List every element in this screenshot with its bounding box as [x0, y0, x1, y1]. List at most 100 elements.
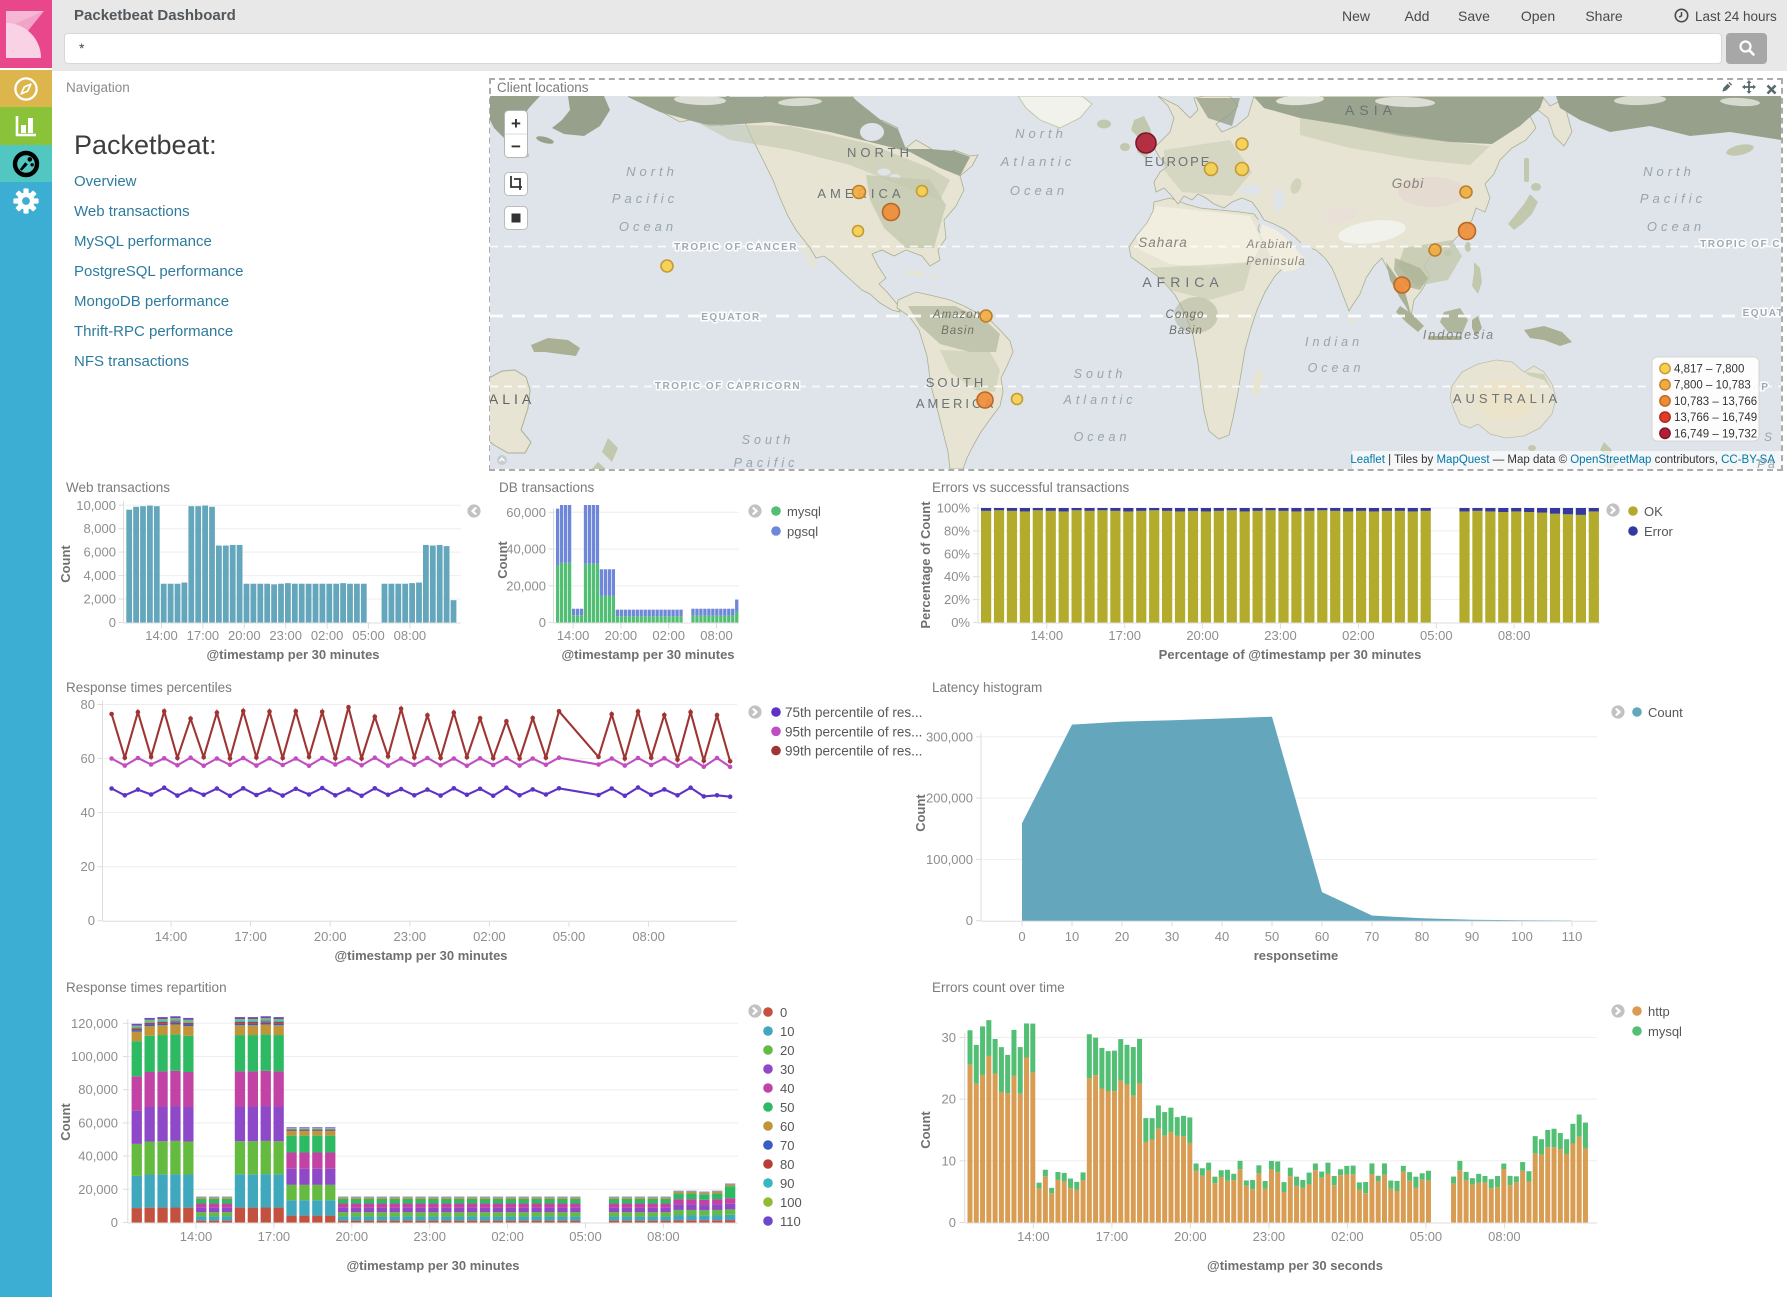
svg-text:Count: Count: [58, 545, 73, 583]
svg-text:North: North: [626, 164, 678, 179]
svg-text:@timestamp per 30 minutes: @timestamp per 30 minutes: [561, 647, 734, 662]
svg-text:EQUATOR: EQUATOR: [701, 312, 761, 323]
svg-text:14:00: 14:00: [145, 628, 178, 643]
svg-text:pgsql: pgsql: [787, 524, 818, 539]
svg-text:Response times percentiles: Response times percentiles: [66, 680, 232, 695]
svg-text:Atlantic: Atlantic: [1063, 393, 1137, 407]
svg-text:mysql: mysql: [787, 504, 821, 519]
svg-text:100: 100: [780, 1195, 802, 1210]
svg-text:@timestamp per 30 minutes: @timestamp per 30 minutes: [334, 948, 507, 963]
svg-text:Sahara: Sahara: [1138, 235, 1188, 250]
svg-text:05:00: 05:00: [352, 628, 385, 643]
svg-text:23:00: 23:00: [413, 1229, 446, 1244]
svg-text:8,000: 8,000: [83, 521, 116, 536]
svg-text:90: 90: [780, 1176, 794, 1191]
svg-text:−: −: [511, 137, 521, 156]
svg-text:0: 0: [966, 913, 973, 928]
svg-text:17:00: 17:00: [258, 1229, 291, 1244]
svg-text:80,000: 80,000: [78, 1082, 118, 1097]
svg-text:Congo: Congo: [1166, 309, 1205, 321]
svg-text:Response times repartition: Response times repartition: [66, 980, 227, 995]
svg-text:Count: Count: [918, 1111, 933, 1149]
svg-text:300,000: 300,000: [926, 729, 973, 744]
svg-text:100%: 100%: [937, 501, 971, 516]
svg-text:05:00: 05:00: [569, 1229, 602, 1244]
svg-text:30: 30: [942, 1030, 956, 1045]
svg-text:RALIA: RALIA: [490, 391, 535, 407]
svg-text:Peninsula: Peninsula: [1246, 256, 1306, 268]
svg-text:0: 0: [111, 1215, 118, 1230]
svg-text:70: 70: [780, 1138, 794, 1153]
svg-text:10: 10: [1065, 929, 1079, 944]
svg-text:60%: 60%: [944, 546, 970, 561]
svg-text:0: 0: [88, 913, 95, 928]
svg-text:100: 100: [1511, 929, 1533, 944]
svg-text:16,749 – 19,732: 16,749 – 19,732: [1674, 428, 1757, 440]
svg-text:20:00: 20:00: [1174, 1229, 1207, 1244]
svg-text:02:00: 02:00: [1331, 1229, 1364, 1244]
svg-text:20: 20: [942, 1092, 956, 1107]
svg-text:Latency histogram: Latency histogram: [932, 680, 1042, 695]
svg-text:Percentage of Count: Percentage of Count: [918, 501, 933, 629]
svg-text:02:00: 02:00: [311, 628, 344, 643]
svg-text:200,000: 200,000: [926, 791, 973, 806]
svg-text:95th percentile of res...: 95th percentile of res...: [785, 724, 922, 739]
svg-text:Ocean: Ocean: [1308, 361, 1365, 375]
svg-text:Atlantic: Atlantic: [1000, 154, 1076, 169]
svg-text:14:00: 14:00: [1031, 628, 1064, 643]
svg-text:EUROPE: EUROPE: [1145, 154, 1212, 169]
svg-text:4,000: 4,000: [83, 568, 116, 583]
svg-text:60: 60: [780, 1119, 794, 1134]
svg-text:20,000: 20,000: [78, 1182, 118, 1197]
svg-text:40: 40: [780, 1081, 794, 1096]
svg-text:TROPIC OF CANCER: TROPIC OF CANCER: [674, 242, 798, 253]
svg-text:20:00: 20:00: [605, 628, 638, 643]
svg-text:Errors count over time: Errors count over time: [932, 980, 1065, 995]
svg-text:40%: 40%: [944, 569, 970, 584]
svg-text:Gobi: Gobi: [1392, 176, 1425, 191]
svg-text:23:00: 23:00: [394, 929, 427, 944]
svg-text:6,000: 6,000: [83, 545, 116, 560]
svg-text:Basin: Basin: [941, 325, 975, 337]
svg-text:70: 70: [1365, 929, 1379, 944]
svg-text:50: 50: [780, 1100, 794, 1115]
svg-text:60,000: 60,000: [78, 1115, 118, 1130]
svg-text:http: http: [1648, 1004, 1670, 1019]
svg-text:30: 30: [780, 1062, 794, 1077]
svg-text:17:00: 17:00: [187, 628, 220, 643]
svg-text:P a: P a: [1757, 457, 1775, 469]
svg-text:14:00: 14:00: [557, 628, 590, 643]
svg-text:20: 20: [81, 859, 95, 874]
svg-text:17:00: 17:00: [1096, 1229, 1129, 1244]
svg-text:40,000: 40,000: [506, 542, 546, 557]
svg-text:110: 110: [1562, 929, 1583, 944]
svg-text:0: 0: [109, 615, 116, 630]
svg-text:0%: 0%: [951, 615, 970, 630]
svg-text:60: 60: [81, 751, 95, 766]
svg-text:02:00: 02:00: [1342, 628, 1375, 643]
svg-text:Amazon: Amazon: [932, 309, 981, 321]
svg-text:@timestamp per 30 seconds: @timestamp per 30 seconds: [1207, 1258, 1383, 1273]
svg-text:AMERICA: AMERICA: [916, 396, 996, 411]
svg-text:110: 110: [780, 1214, 801, 1229]
svg-text:60: 60: [1315, 929, 1329, 944]
svg-text:08:00: 08:00: [1498, 628, 1531, 643]
svg-text:Basin: Basin: [1169, 325, 1203, 337]
svg-text:Percentage of @timestamp per 3: Percentage of @timestamp per 30 minutes: [1159, 647, 1422, 662]
svg-text:Count: Count: [495, 541, 510, 579]
svg-text:08:00: 08:00: [700, 628, 733, 643]
svg-text:120,000: 120,000: [71, 1016, 118, 1031]
svg-text:40,000: 40,000: [78, 1149, 118, 1164]
svg-text:+: +: [511, 114, 521, 133]
svg-text:23:00: 23:00: [269, 628, 302, 643]
svg-text:08:00: 08:00: [1488, 1229, 1521, 1244]
svg-text:OK: OK: [1644, 504, 1663, 519]
svg-text:23:00: 23:00: [1264, 628, 1297, 643]
svg-text:NORTH: NORTH: [847, 145, 913, 160]
svg-text:20:00: 20:00: [314, 929, 347, 944]
svg-text:40: 40: [1215, 929, 1229, 944]
svg-text:DB transactions: DB transactions: [499, 480, 595, 495]
svg-text:13,766 – 16,749: 13,766 – 16,749: [1674, 412, 1757, 424]
svg-text:7,800 – 10,783: 7,800 – 10,783: [1674, 380, 1751, 392]
svg-text:@timestamp per 30 minutes: @timestamp per 30 minutes: [346, 1258, 519, 1273]
